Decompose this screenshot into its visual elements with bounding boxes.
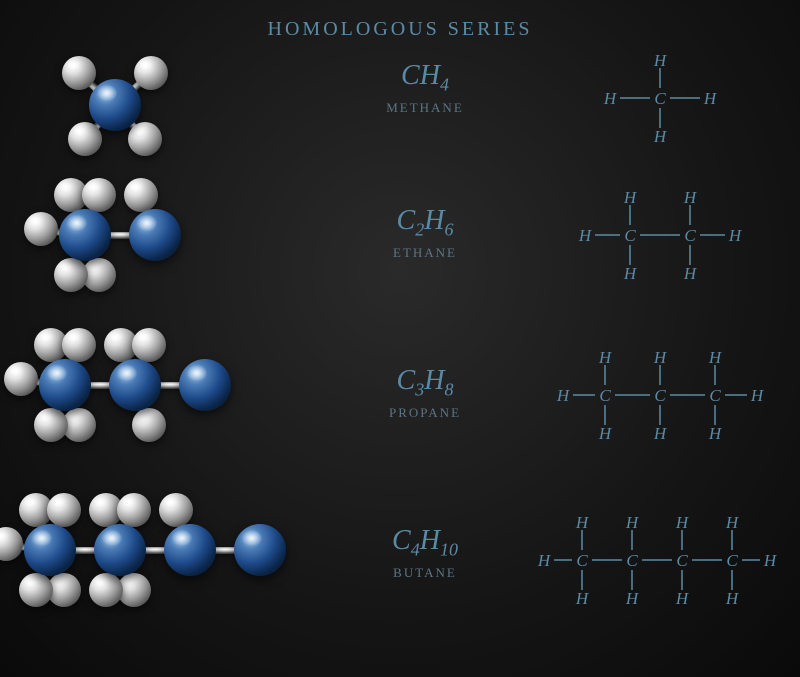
svg-text:C: C [626,551,638,570]
hydrogen-atom [128,122,162,156]
svg-text:H: H [703,89,718,108]
hydrogen-atom [62,328,96,362]
hydrogen-atom [124,178,158,212]
hydrogen-atom [19,573,53,607]
name-propane: PROPANE [365,405,485,421]
hydrogen-atom [132,328,166,362]
carbon-atom [59,209,111,261]
structural-butane: CCCCHHHHHHHHHH [530,510,790,615]
svg-text:H: H [598,424,613,443]
svg-text:C: C [709,386,721,405]
svg-text:H: H [653,51,668,70]
carbon-atom [179,359,231,411]
svg-text:H: H [625,513,640,532]
svg-text:H: H [653,424,668,443]
hydrogen-atom [34,408,68,442]
structural-propane: CCCHHHHHHHH [545,345,800,450]
hydrogen-atom [159,493,193,527]
structural-methane: CHHHH [580,48,800,153]
svg-text:H: H [603,89,618,108]
svg-text:H: H [556,386,571,405]
carbon-atom [39,359,91,411]
svg-text:H: H [683,264,698,283]
svg-text:H: H [725,513,740,532]
svg-text:H: H [575,589,590,608]
carbon-atom [164,524,216,576]
hydrogen-atom [0,527,23,561]
hydrogen-atom [82,178,116,212]
hydrogen-atom [47,493,81,527]
carbon-atom [94,524,146,576]
svg-text:C: C [676,551,688,570]
formula-butane: C4H10BUTANE [365,525,485,581]
svg-text:H: H [578,226,593,245]
svg-text:C: C [654,386,666,405]
carbon-atom [24,524,76,576]
svg-text:H: H [763,551,778,570]
formula-propane: C3H8PROPANE [365,365,485,421]
svg-text:H: H [623,264,638,283]
name-ethane: ETHANE [365,245,485,261]
carbon-atom [109,359,161,411]
svg-text:H: H [625,589,640,608]
svg-text:H: H [537,551,552,570]
svg-text:C: C [624,226,636,245]
formula-ethane: C2H6ETHANE [365,205,485,261]
svg-text:H: H [728,226,743,245]
svg-text:C: C [726,551,738,570]
svg-text:H: H [675,589,690,608]
svg-text:H: H [675,513,690,532]
svg-text:C: C [599,386,611,405]
hydrogen-atom [24,212,58,246]
carbon-atom [89,79,141,131]
hydrogen-atom [4,362,38,396]
svg-text:H: H [683,188,698,207]
hydrogen-atom [68,122,102,156]
structural-ethane: CCHHHHHH [560,185,800,290]
carbon-atom [129,209,181,261]
svg-text:H: H [598,348,613,367]
svg-text:H: H [653,127,668,146]
svg-text:C: C [576,551,588,570]
page-title: HOMOLOGOUS SERIES [268,18,533,41]
formula-methane: CH4METHANE [365,60,485,116]
svg-text:H: H [708,348,723,367]
svg-text:H: H [708,424,723,443]
svg-text:C: C [684,226,696,245]
svg-text:H: H [725,589,740,608]
hydrogen-atom [89,573,123,607]
name-butane: BUTANE [365,565,485,581]
svg-text:H: H [750,386,765,405]
hydrogen-atom [117,493,151,527]
svg-text:H: H [575,513,590,532]
name-methane: METHANE [365,100,485,116]
hydrogen-atom [54,258,88,292]
svg-text:C: C [654,89,666,108]
hydrogen-atom [134,56,168,90]
svg-text:H: H [623,188,638,207]
hydrogen-atom [132,408,166,442]
carbon-atom [234,524,286,576]
hydrogen-atom [62,56,96,90]
svg-text:H: H [653,348,668,367]
